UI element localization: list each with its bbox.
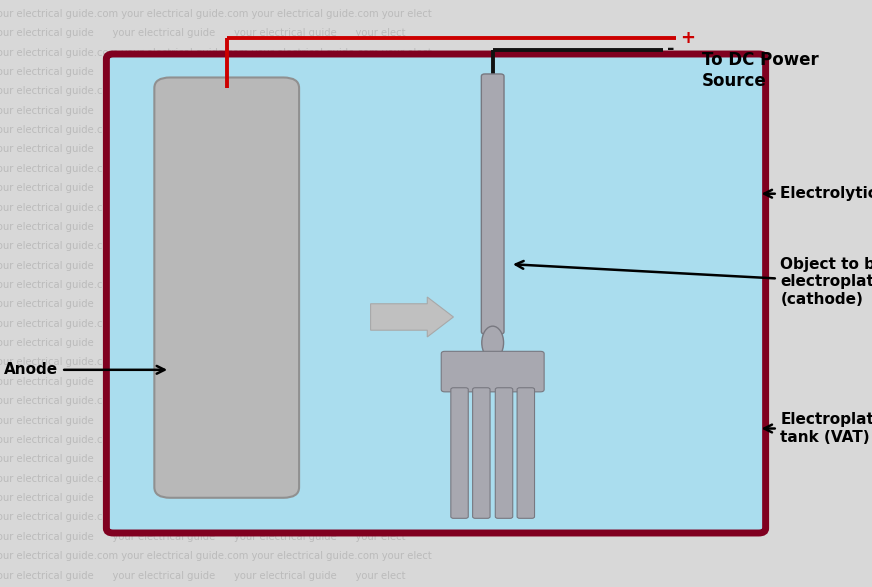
Text: your electrical guide.com your electrical guide.com your electrical guide.com yo: your electrical guide.com your electrica… <box>0 9 432 19</box>
Text: your electrical guide      your electrical guide      your electrical guide     : your electrical guide your electrical gu… <box>0 299 405 309</box>
Text: -: - <box>667 40 675 58</box>
Text: Electroplating
tank (VAT): Electroplating tank (VAT) <box>764 412 872 445</box>
FancyArrow shape <box>371 297 453 337</box>
Ellipse shape <box>481 326 503 359</box>
Text: your electrical guide.com your electrical guide.com your electrical guide.com yo: your electrical guide.com your electrica… <box>0 280 432 290</box>
Text: your electrical guide      your electrical guide      your electrical guide     : your electrical guide your electrical gu… <box>0 454 405 464</box>
FancyBboxPatch shape <box>473 388 490 518</box>
FancyBboxPatch shape <box>441 351 544 392</box>
Text: your electrical guide.com your electrical guide.com your electrical guide.com yo: your electrical guide.com your electrica… <box>0 512 432 522</box>
Text: Electrolytic Bath: Electrolytic Bath <box>764 186 872 201</box>
Text: your electrical guide      your electrical guide      your electrical guide     : your electrical guide your electrical gu… <box>0 416 405 426</box>
Text: your electrical guide.com your electrical guide.com your electrical guide.com yo: your electrical guide.com your electrica… <box>0 396 432 406</box>
Text: your electrical guide.com your electrical guide.com your electrical guide.com yo: your electrical guide.com your electrica… <box>0 474 432 484</box>
Text: your electrical guide      your electrical guide      your electrical guide     : your electrical guide your electrical gu… <box>0 377 405 387</box>
Text: To DC Power
Source: To DC Power Source <box>702 51 819 90</box>
Text: your electrical guide      your electrical guide      your electrical guide     : your electrical guide your electrical gu… <box>0 183 405 193</box>
Text: your electrical guide      your electrical guide      your electrical guide     : your electrical guide your electrical gu… <box>0 261 405 271</box>
Text: your electrical guide      your electrical guide      your electrical guide     : your electrical guide your electrical gu… <box>0 571 405 581</box>
Text: your electrical guide.com your electrical guide.com your electrical guide.com yo: your electrical guide.com your electrica… <box>0 86 432 96</box>
Text: your electrical guide.com your electrical guide.com your electrical guide.com yo: your electrical guide.com your electrica… <box>0 551 432 561</box>
Text: your electrical guide.com your electrical guide.com your electrical guide.com yo: your electrical guide.com your electrica… <box>0 203 432 212</box>
Text: your electrical guide.com your electrical guide.com your electrical guide.com yo: your electrical guide.com your electrica… <box>0 241 432 251</box>
Text: your electrical guide      your electrical guide      your electrical guide     : your electrical guide your electrical gu… <box>0 532 405 542</box>
FancyBboxPatch shape <box>517 388 535 518</box>
FancyBboxPatch shape <box>451 388 468 518</box>
Text: your electrical guide.com your electrical guide.com your electrical guide.com yo: your electrical guide.com your electrica… <box>0 164 432 174</box>
Text: +: + <box>680 29 695 47</box>
FancyBboxPatch shape <box>106 54 766 533</box>
Text: Object to be
electroplated
(cathode): Object to be electroplated (cathode) <box>515 257 872 306</box>
Text: your electrical guide.com your electrical guide.com your electrical guide.com yo: your electrical guide.com your electrica… <box>0 435 432 445</box>
Text: your electrical guide      your electrical guide      your electrical guide     : your electrical guide your electrical gu… <box>0 338 405 348</box>
FancyBboxPatch shape <box>154 77 299 498</box>
Text: your electrical guide      your electrical guide      your electrical guide     : your electrical guide your electrical gu… <box>0 493 405 503</box>
Text: your electrical guide.com your electrical guide.com your electrical guide.com yo: your electrical guide.com your electrica… <box>0 357 432 367</box>
Text: your electrical guide      your electrical guide      your electrical guide     : your electrical guide your electrical gu… <box>0 106 405 116</box>
Text: your electrical guide.com your electrical guide.com your electrical guide.com yo: your electrical guide.com your electrica… <box>0 48 432 58</box>
Text: your electrical guide      your electrical guide      your electrical guide     : your electrical guide your electrical gu… <box>0 144 405 154</box>
FancyBboxPatch shape <box>481 74 504 334</box>
Text: your electrical guide.com your electrical guide.com your electrical guide.com yo: your electrical guide.com your electrica… <box>0 125 432 135</box>
Text: your electrical guide      your electrical guide      your electrical guide     : your electrical guide your electrical gu… <box>0 67 405 77</box>
Text: your electrical guide      your electrical guide      your electrical guide     : your electrical guide your electrical gu… <box>0 222 405 232</box>
Text: Anode: Anode <box>4 362 165 377</box>
Text: your electrical guide      your electrical guide      your electrical guide     : your electrical guide your electrical gu… <box>0 28 405 38</box>
Text: your electrical guide.com your electrical guide.com your electrical guide.com yo: your electrical guide.com your electrica… <box>0 319 432 329</box>
FancyBboxPatch shape <box>495 388 513 518</box>
